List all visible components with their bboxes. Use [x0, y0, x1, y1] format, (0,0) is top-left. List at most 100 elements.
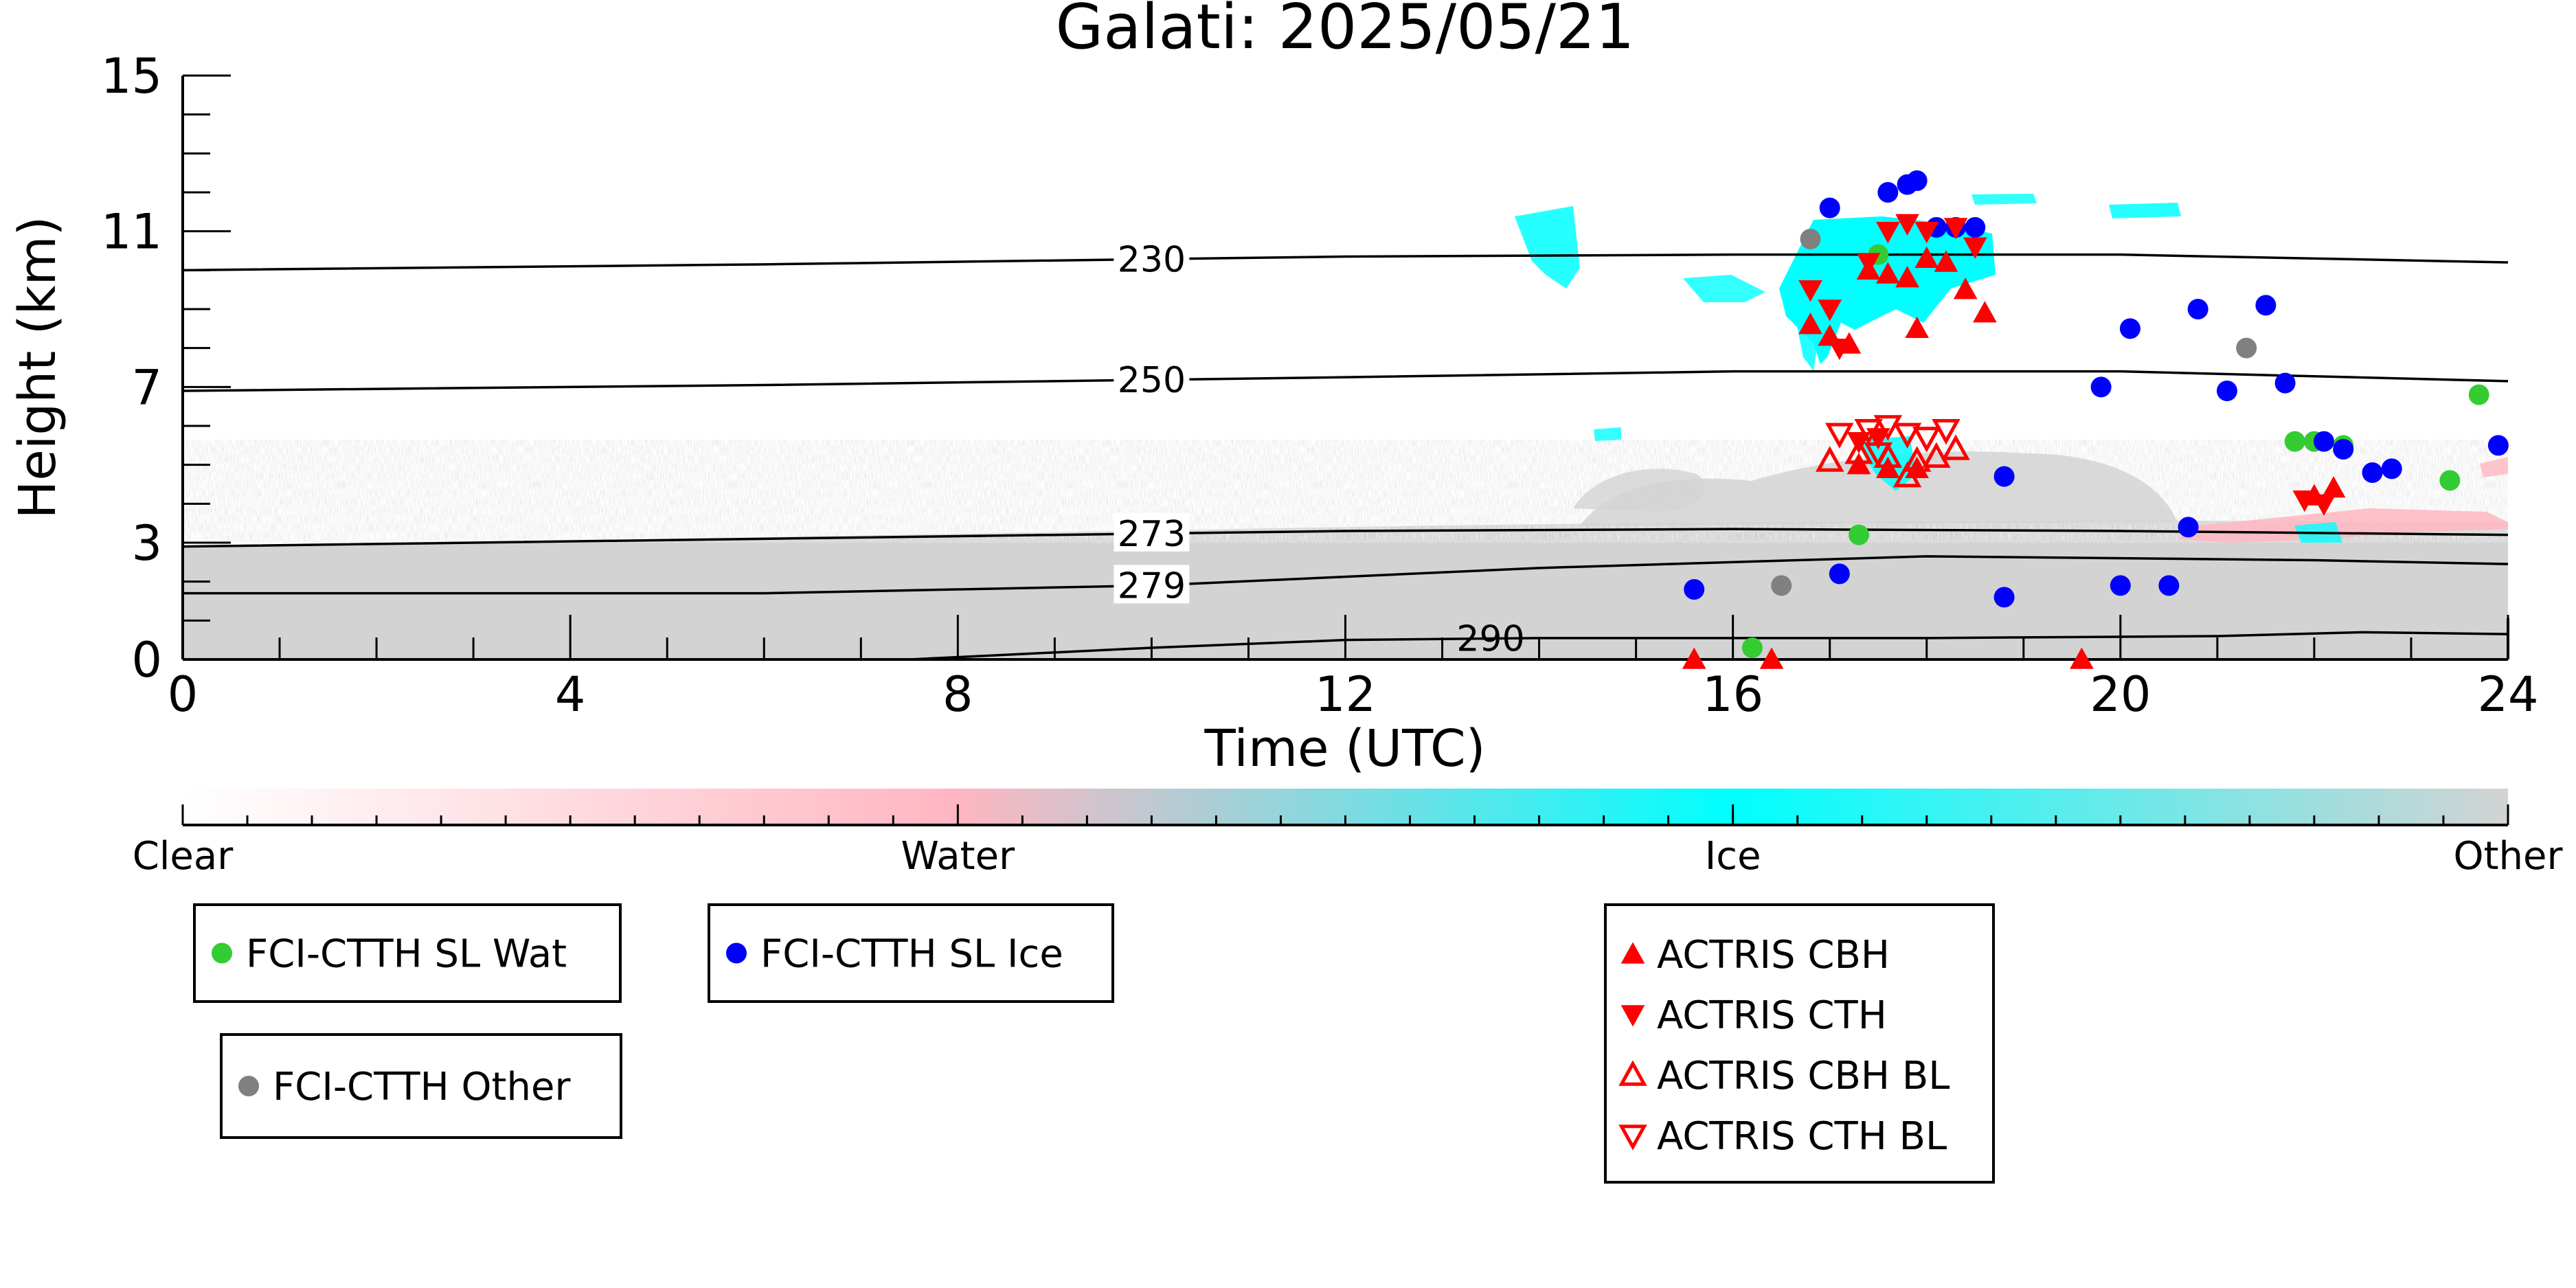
marker-fci-ctth-sl-ice [2333, 439, 2354, 460]
series-fci-ctth-other [1771, 229, 2257, 596]
ice-class-main-cloud [1779, 216, 1996, 364]
x-tick-label: 16 [1702, 666, 1763, 723]
y-tick-label: 11 [101, 204, 162, 260]
isotherm-250 [183, 370, 2508, 392]
marker-fci-ctth-sl-wat [2439, 470, 2461, 491]
isotherm-label-bg [1114, 359, 1190, 398]
marker-actris-cbh-bl [1922, 442, 1951, 468]
marker-actris-cth-bl [1873, 415, 1903, 441]
other-class-speckle [183, 440, 2508, 543]
marker-actris-cbh [1914, 246, 1939, 269]
marker-actris-cbh [1905, 316, 1929, 339]
marker-actris-cbh [1682, 647, 1706, 669]
marker-actris-cth [2312, 494, 2336, 516]
marker-actris-cth [1818, 300, 1842, 321]
legend-label-actris-cth: ACTRIS CTH [1657, 993, 1887, 1038]
ice-class-high-streak [2109, 203, 2181, 218]
legend: FCI-CTTH SL Wat FCI-CTTH Other FCI-CTTH SL… [193, 903, 1995, 1184]
legend-marker-actris-cbh-bl [1618, 1060, 1647, 1086]
marker-actris-cth-bl [1825, 422, 1854, 449]
marker-fci-ctth-sl-ice [2255, 295, 2276, 316]
y-tick-label: 7 [131, 359, 162, 416]
legend-frame [708, 903, 1114, 1003]
legend-box: FCI-CTTH SL Ice [708, 903, 1114, 1003]
marker-actris-cth [1827, 338, 1852, 361]
marker-fci-ctth-sl-ice [2362, 462, 2383, 483]
legend-label-actris-cth-bl: ACTRIS CTH BL [1657, 1114, 1947, 1159]
legend-marker-fci-ctth-sl-ice [726, 942, 747, 964]
marker-fci-ctth-sl-ice [2187, 299, 2208, 319]
isotherm-label-bg [1114, 512, 1190, 552]
isotherm-279 [183, 555, 2508, 595]
y-tick-label: 15 [101, 48, 162, 104]
marker-fci-ctth-sl-ice [2314, 431, 2335, 452]
legend-frame [220, 1033, 622, 1139]
legend-marker-fci-ctth-other [238, 1076, 259, 1096]
chart-title: Galati: 2025/05/21 [1055, 0, 1634, 63]
marker-fci-ctth-sl-ice [1829, 563, 1850, 585]
ice-class-high-streak-2 [1971, 194, 2037, 205]
colorbar-label-clear: Clear [133, 834, 234, 879]
x-tick-label: 0 [168, 666, 199, 723]
marker-actris-cbh [1798, 313, 1822, 335]
ice-class-fragment [1594, 427, 1621, 441]
colorbar-ticks [181, 804, 2509, 825]
marker-actris-cth [1856, 253, 1881, 275]
marker-actris-cth [2292, 490, 2317, 512]
marker-fci-ctth-sl-wat [2284, 431, 2305, 452]
marker-fci-ctth-sl-ice [1993, 466, 2015, 487]
marker-actris-cbh-bl [1941, 434, 1970, 460]
marker-actris-cbh-bl [1893, 462, 1922, 488]
legend-label-actris-cbh-bl: ACTRIS CBH BL [1657, 1054, 1950, 1098]
legend-box: ACTRIS CBH ACTRIS CTH ACTRIS CBH BL ACTRIS … [1604, 903, 1995, 1184]
marker-actris-cbh [1759, 647, 1784, 669]
marker-actris-cth-bl [1893, 422, 1922, 449]
marker-actris-cth-bl [1864, 442, 1893, 468]
x-ticks: 0 4 8 12 16 20 24 [168, 615, 2539, 723]
legend-label-fci-ctth-sl-wat: FCI-CTTH SL Wat [246, 932, 567, 977]
series-actris-cth-bl [1825, 415, 1961, 468]
isotherm-230 [183, 253, 2508, 272]
x-tick-label: 20 [2090, 666, 2151, 723]
marker-fci-ctth-sl-ice [1906, 170, 1928, 191]
legend-box: FCI-CTTH Other [220, 1033, 622, 1139]
marker-fci-ctth-sl-ice [2178, 517, 2199, 538]
marker-actris-cth [1895, 214, 1919, 236]
legend-label-fci-ctth-sl-ice: FCI-CTTH SL Ice [760, 932, 1063, 977]
marker-fci-ctth-sl-ice [2274, 372, 2296, 394]
legend-frame [193, 903, 622, 1003]
marker-fci-ctth-sl-ice [2110, 575, 2131, 596]
other-class-upper-speckle [1580, 451, 2178, 526]
marker-actris-cth-bl [1932, 418, 1961, 445]
ice-class-strip [1515, 206, 1580, 289]
marker-actris-cbh-bl [1844, 438, 1873, 464]
marker-actris-cbh [2070, 647, 2094, 669]
marker-fci-ctth-sl-ice [2381, 458, 2402, 479]
marker-actris-cth [1943, 218, 1968, 240]
legend-marker-actris-cbh [1620, 942, 1645, 964]
marker-fci-ctth-sl-wat [1741, 637, 1763, 658]
marker-actris-cbh-bl [1815, 446, 1844, 472]
marker-fci-ctth-other [2236, 337, 2257, 359]
isotherm-label-290: 290 [1456, 619, 1524, 660]
x-tick-label: 8 [942, 666, 973, 723]
marker-fci-ctth-sl-ice [1993, 587, 2015, 608]
isotherm-label-bg [1114, 565, 1190, 604]
legend-box: FCI-CTTH SL Wat [193, 903, 622, 1003]
marker-actris-cth [1875, 221, 1900, 244]
marker-actris-cbh [1934, 250, 1958, 272]
x-axis-label: Time (UTC) [1204, 719, 1485, 778]
isotherm-label-273: 273 [1118, 514, 1186, 555]
marker-fci-ctth-sl-wat [1849, 524, 1870, 545]
x-tick-label: 12 [1315, 666, 1376, 723]
isotherm-label-279: 279 [1118, 565, 1186, 607]
marker-actris-cth [1798, 280, 1822, 302]
ice-class-anvil [1786, 268, 1827, 371]
y-axis-label: Height (km) [8, 216, 67, 519]
ice-class-strip-2 [1683, 275, 1765, 302]
marker-actris-cbh [1973, 301, 1997, 323]
marker-fci-ctth-other [1771, 575, 1792, 596]
marker-actris-cth-bl [1854, 418, 1883, 445]
isotherm-labels: 230 250 273 279 290 [1114, 238, 1525, 660]
colorbar-label-ice: Ice [1705, 834, 1761, 879]
